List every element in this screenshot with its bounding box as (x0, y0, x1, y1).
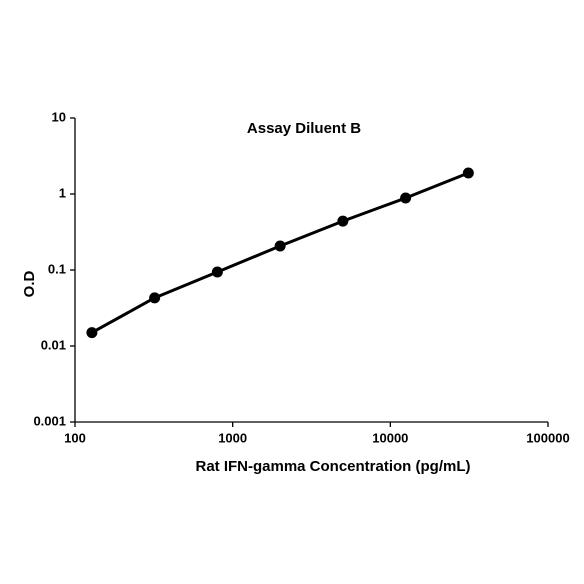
data-point (211, 266, 223, 278)
y-tick-label: 0.01 (41, 337, 66, 352)
data-point (337, 215, 349, 227)
x-tick-label: 100000 (526, 430, 569, 445)
data-point (149, 292, 161, 304)
x-axis-label: Rat IFN-gamma Concentration (pg/mL) (195, 458, 470, 475)
x-tick-label: 1000 (218, 430, 247, 445)
y-tick-label: 0.001 (33, 413, 66, 428)
chart-title: Assay Diluent B (247, 120, 361, 137)
data-point (86, 327, 98, 339)
y-tick-label: 10 (52, 109, 66, 124)
data-point (462, 167, 474, 179)
y-axis-label: O.D (21, 271, 38, 298)
data-point (274, 240, 286, 252)
data-point (400, 192, 412, 204)
x-tick-label: 10000 (372, 430, 408, 445)
y-tick-label: 0.1 (48, 261, 66, 276)
y-tick-label: 1 (59, 185, 66, 200)
x-tick-label: 100 (64, 430, 86, 445)
